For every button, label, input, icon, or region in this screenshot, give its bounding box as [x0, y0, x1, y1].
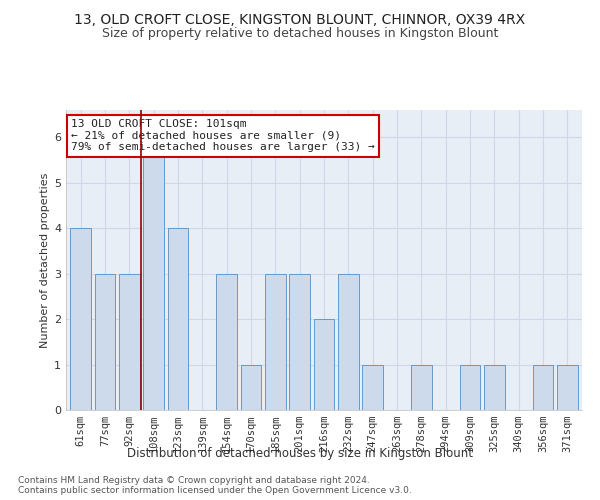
Bar — [314, 319, 334, 410]
Text: Contains HM Land Registry data © Crown copyright and database right 2024.
Contai: Contains HM Land Registry data © Crown c… — [18, 476, 412, 495]
Bar — [95, 274, 115, 410]
Y-axis label: Number of detached properties: Number of detached properties — [40, 172, 50, 348]
Bar — [265, 274, 286, 410]
Bar — [119, 274, 140, 410]
Bar — [460, 364, 481, 410]
Bar — [338, 274, 359, 410]
Text: Size of property relative to detached houses in Kingston Blount: Size of property relative to detached ho… — [102, 28, 498, 40]
Text: 13 OLD CROFT CLOSE: 101sqm
← 21% of detached houses are smaller (9)
79% of semi-: 13 OLD CROFT CLOSE: 101sqm ← 21% of deta… — [71, 119, 375, 152]
Bar — [70, 228, 91, 410]
Bar — [533, 364, 553, 410]
Bar — [289, 274, 310, 410]
Bar — [484, 364, 505, 410]
Bar — [411, 364, 432, 410]
Bar — [143, 138, 164, 410]
Bar — [167, 228, 188, 410]
Text: 13, OLD CROFT CLOSE, KINGSTON BLOUNT, CHINNOR, OX39 4RX: 13, OLD CROFT CLOSE, KINGSTON BLOUNT, CH… — [74, 12, 526, 26]
Bar — [557, 364, 578, 410]
Bar — [362, 364, 383, 410]
Bar — [241, 364, 262, 410]
Bar — [216, 274, 237, 410]
Text: Distribution of detached houses by size in Kingston Blount: Distribution of detached houses by size … — [127, 448, 473, 460]
